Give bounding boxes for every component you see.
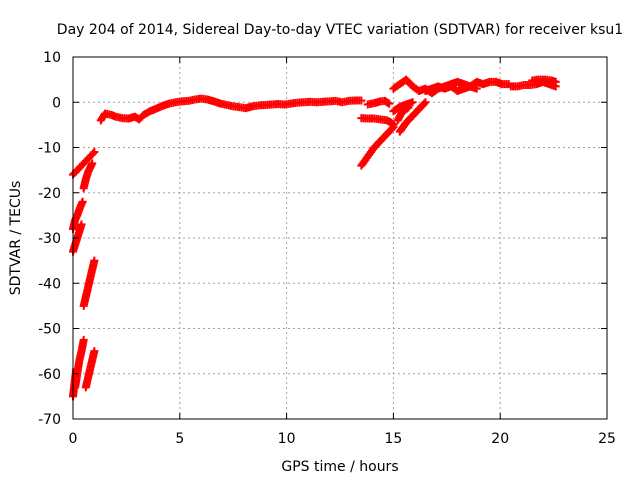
series (79, 159, 97, 193)
data-point (551, 77, 560, 86)
y-axis-label: SDTVAR / TECUs (8, 181, 24, 296)
data-point (90, 347, 99, 356)
data-point (77, 220, 86, 229)
y-tick-labels: -70 -60 -50 -40 -30 -20 -10 0 10 (38, 50, 61, 428)
series (96, 94, 366, 125)
y-tick-label: -30 (38, 231, 61, 247)
y-tick-label: -50 (38, 322, 61, 338)
data-point (402, 104, 411, 113)
chart-title: Day 204 of 2014, Sidereal Day-to-day VTE… (57, 22, 623, 38)
x-tick-label: 15 (384, 431, 402, 447)
y-tick-label: -20 (38, 186, 61, 202)
data-point (404, 103, 413, 112)
data-point (389, 123, 398, 132)
data-point (88, 159, 97, 168)
x-tick-label: 0 (69, 431, 78, 447)
series (357, 123, 398, 170)
y-tick-label: -10 (38, 141, 61, 157)
x-tick-label: 5 (175, 431, 184, 447)
axis-ticks (72, 56, 608, 420)
x-tick-label: 10 (278, 431, 296, 447)
y-tick-label: -70 (38, 412, 61, 428)
data-point (388, 124, 397, 133)
y-tick-label: 0 (52, 95, 61, 111)
x-tick-label: 25 (598, 431, 616, 447)
series (69, 148, 99, 179)
data-point (408, 98, 417, 107)
data-point (79, 335, 88, 344)
data-point (78, 197, 87, 206)
data-point (90, 148, 99, 157)
data-point (90, 256, 99, 265)
series (528, 75, 560, 86)
data-points (69, 75, 560, 401)
series (79, 256, 99, 310)
data-point (472, 84, 481, 93)
data-point (385, 99, 394, 108)
data-point (357, 96, 366, 105)
series (393, 103, 413, 125)
series (71, 335, 88, 392)
series (81, 347, 99, 392)
series (395, 98, 430, 136)
series (421, 82, 481, 95)
y-tick-label: 10 (43, 50, 61, 66)
x-tick-label: 20 (491, 431, 509, 447)
y-tick-label: -60 (38, 367, 61, 383)
series (363, 96, 394, 109)
grid (73, 57, 607, 419)
y-tick-label: -40 (38, 276, 61, 292)
x-tick-labels: 0 5 10 15 20 25 (69, 431, 616, 447)
data-point (88, 149, 97, 158)
data-point (421, 98, 430, 107)
data-point (420, 99, 429, 108)
x-axis-label: GPS time / hours (281, 459, 398, 475)
series (357, 114, 398, 129)
